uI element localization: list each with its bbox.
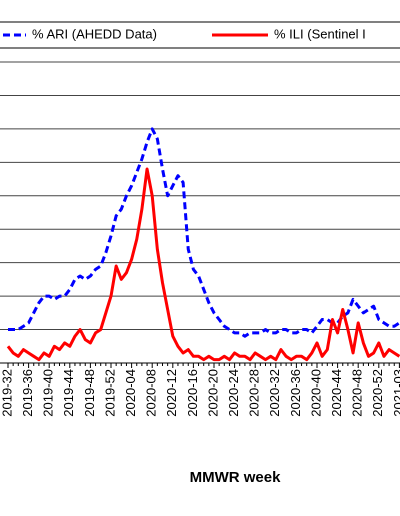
x-tick-label: 2020-04 — [123, 369, 138, 417]
x-tick-label: 2020-32 — [267, 369, 282, 417]
x-tick-label: 2019-48 — [82, 369, 97, 417]
x-tick-label: 2020-52 — [370, 369, 385, 417]
x-tick-label: 2020-08 — [144, 369, 159, 417]
x-tick-label: 2020-12 — [164, 369, 179, 417]
x-tick-label: 2020-48 — [350, 369, 365, 417]
x-tick-label: 2019-44 — [61, 369, 76, 417]
x-tick-label: 2020-40 — [308, 369, 323, 417]
legend-label: % ARI (AHEDD Data) — [32, 26, 157, 41]
series-line — [8, 127, 400, 338]
x-tick-label: 2019-36 — [20, 369, 35, 417]
legend-label: % ILI (Sentinel I — [274, 26, 366, 41]
x-axis-title: MMWR week — [190, 469, 282, 486]
x-tick-label: 2019-52 — [102, 369, 117, 417]
x-tick-label: 2019-40 — [41, 369, 56, 417]
x-tick-label: 2021-03 — [391, 369, 400, 417]
x-tick-label: 2020-44 — [329, 369, 344, 417]
x-tick-label: 2020-36 — [288, 369, 303, 417]
x-tick-label: 2020-28 — [247, 369, 262, 417]
series-line — [6, 167, 400, 362]
x-tick-label: 2020-16 — [185, 369, 200, 417]
x-tick-label: 2020-20 — [205, 369, 220, 417]
x-tick-label: 2019-32 — [0, 369, 14, 417]
x-tick-label: 2020-24 — [226, 369, 241, 417]
legend-box — [0, 21, 400, 49]
